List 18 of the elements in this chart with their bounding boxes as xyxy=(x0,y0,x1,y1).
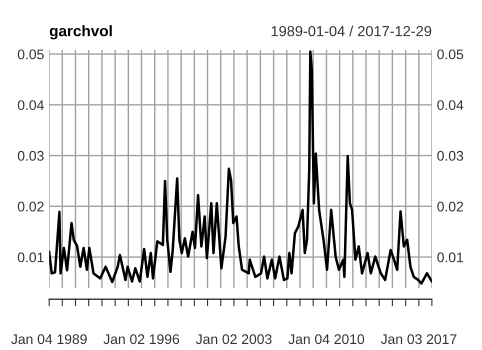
y2-tick-label: 0.05 xyxy=(437,49,464,60)
y-tick-label: 0.02 xyxy=(18,202,44,212)
chart-title: garchvol xyxy=(50,25,112,40)
x-tick-label: Jan 02 1996 xyxy=(103,334,180,344)
y2-tick-label: 0.04 xyxy=(437,100,464,110)
y-tick-label: 0.01 xyxy=(18,252,44,262)
x-tick-label: Jan 04 2010 xyxy=(288,334,364,344)
line-series xyxy=(49,50,432,285)
x-tick-label: Jan 02 2003 xyxy=(196,334,272,344)
y2-tick-label: 0.03 xyxy=(437,150,464,161)
chart-subtitle: 1989-01-04 / 2017-12-29 xyxy=(272,26,432,36)
y2-tick-label: 0.01 xyxy=(437,252,464,262)
y-tick-label: 0.05 xyxy=(18,49,44,60)
y-tick-label: 0.04 xyxy=(18,100,44,110)
x-tick-label: Jan 03 2017 xyxy=(380,334,456,344)
y2-tick-label: 0.02 xyxy=(437,202,464,212)
x-tick-label: Jan 04 1989 xyxy=(11,334,87,344)
y-tick-label: 0.03 xyxy=(18,150,44,161)
